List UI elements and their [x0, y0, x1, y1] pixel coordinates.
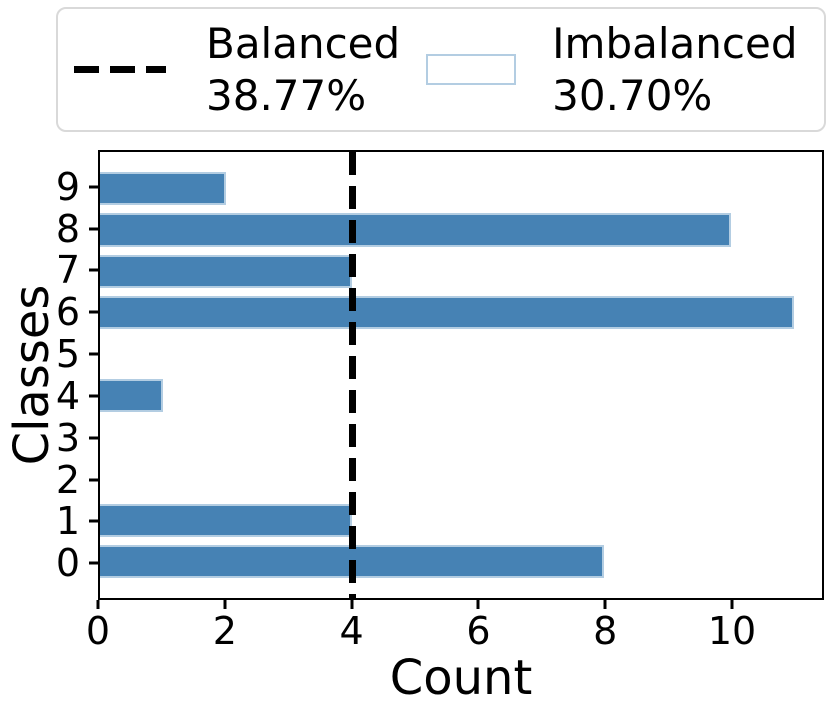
- y-tick-3: [89, 436, 98, 440]
- y-tick-label-5: 5: [55, 332, 80, 377]
- bar-class-9: [100, 171, 227, 206]
- x-tick-label-2: 2: [212, 609, 237, 653]
- bar-class-6: [100, 296, 794, 330]
- legend-entry-balanced: Balanced 38.77%: [74, 18, 400, 122]
- x-tick-label-8: 8: [593, 609, 618, 653]
- bar-class-8: [100, 213, 731, 247]
- x-tick-6: [476, 600, 480, 609]
- x-tick-label-10: 10: [707, 609, 757, 653]
- bar-class-4: [100, 379, 164, 413]
- y-tick-4: [89, 394, 98, 398]
- y-tick-label-6: 6: [55, 290, 80, 335]
- y-tick-2: [89, 478, 98, 482]
- x-tick-label-0: 0: [85, 609, 111, 653]
- legend-value-balanced: 38.77%: [206, 70, 367, 120]
- legend-text-balanced: Balanced 38.77%: [206, 18, 400, 122]
- y-axis-ticks: [89, 150, 98, 600]
- bar-class-7: [100, 254, 353, 288]
- y-tick-label-8: 8: [55, 206, 80, 251]
- y-tick-label-7: 7: [55, 248, 80, 293]
- legend: Balanced 38.77% Imbalanced 30.70%: [56, 7, 826, 132]
- bar-class-1: [100, 503, 353, 537]
- y-tick-9: [89, 185, 98, 189]
- legend-label-imbalanced: Imbalanced: [552, 18, 798, 68]
- y-tick-8: [89, 227, 98, 231]
- legend-text-imbalanced: Imbalanced 30.70%: [552, 18, 797, 122]
- plot-area: [98, 150, 824, 600]
- y-tick-6: [89, 310, 98, 314]
- legend-entry-imbalanced: Imbalanced 30.70%: [426, 18, 798, 122]
- x-tick-2: [223, 600, 227, 609]
- y-tick-label-2: 2: [55, 457, 80, 502]
- balanced-reference-line: [348, 152, 356, 598]
- y-tick-7: [89, 268, 98, 272]
- y-tick-1: [89, 519, 98, 523]
- x-axis-ticks: 0 2 4 6 8 10: [86, 600, 824, 660]
- x-tick-0: [96, 600, 100, 609]
- x-tick-4: [350, 600, 354, 609]
- x-tick-label-4: 4: [339, 609, 364, 653]
- y-tick-label-9: 9: [55, 164, 80, 209]
- x-tick-8: [603, 600, 607, 609]
- legend-label-balanced: Balanced: [206, 18, 401, 68]
- x-tick-10: [730, 600, 734, 609]
- bar-swatch-icon: [426, 54, 517, 85]
- bars-layer: [100, 152, 822, 598]
- dashed-line-swatch-icon: [74, 66, 166, 73]
- legend-value-imbalanced: 30.70%: [552, 70, 713, 120]
- y-tick-0: [89, 561, 98, 565]
- y-tick-5: [89, 352, 98, 356]
- y-tick-label-3: 3: [55, 415, 80, 460]
- y-tick-label-1: 1: [55, 499, 80, 544]
- y-axis-title: Classes: [4, 284, 60, 466]
- x-axis-title: Count: [389, 650, 533, 706]
- x-tick-label-6: 6: [466, 609, 491, 653]
- y-tick-label-4: 4: [55, 373, 80, 418]
- y-tick-label-0: 0: [55, 541, 80, 586]
